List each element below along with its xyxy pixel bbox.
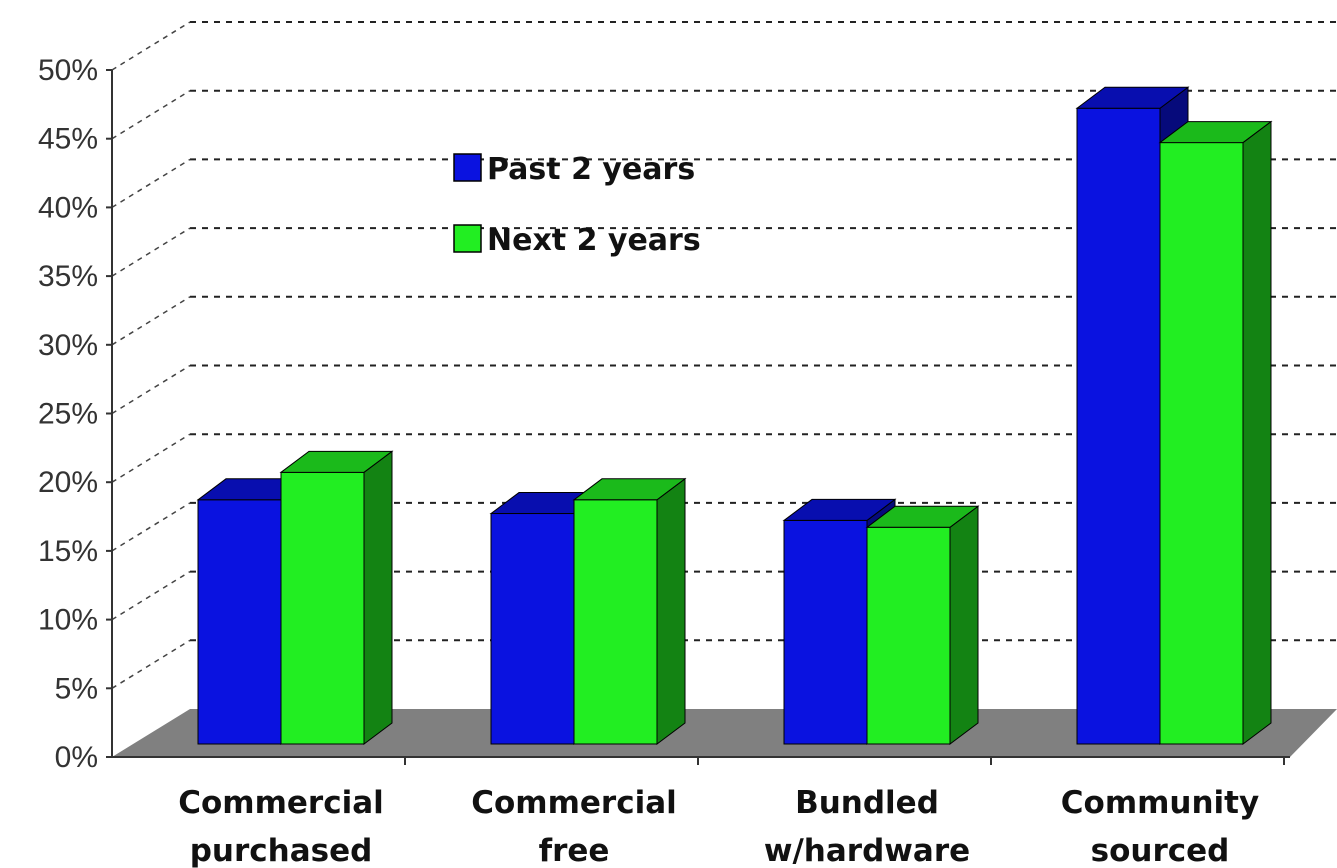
y-tick-label: 20% [38,466,98,499]
bar-side [949,505,979,745]
gridline-diagonal [111,639,191,689]
bar-top [279,450,394,473]
category-label: Community sourced [1061,785,1259,868]
bar-front [1159,142,1244,745]
gridline-diagonal [111,21,191,71]
y-tick-label: 45% [38,123,98,156]
legend-label: Next 2 years [487,223,701,258]
y-tick-label: 30% [38,329,98,362]
bar-front [490,513,575,745]
y-axis: 0% 5% 10% 15% 20% 25% 30% 35% 40% 45% 50% [38,54,1290,774]
bar-front [866,526,951,745]
legend-swatch [453,153,482,182]
y-tick-label: 10% [38,604,98,637]
bar-front [1076,107,1161,745]
bar [279,450,394,745]
legend-item: Past 2 years [453,152,695,187]
y-tick-label: 25% [38,398,98,431]
bar-top [572,478,687,501]
gridline-diagonal [111,90,191,140]
gridline-diagonal [111,364,191,415]
bar-side [656,477,686,745]
bar-front [280,471,365,745]
category-label: Commercial free [471,785,677,868]
gridline-diagonal [111,433,191,483]
bar-top [782,498,897,521]
floor-plane [112,709,1337,757]
bar-top [1158,121,1273,144]
y-tick-label: 5% [55,672,98,705]
y-tick-label: 0% [55,741,98,774]
bar-side [1242,120,1272,745]
bar-top [865,505,980,528]
category-label: Commercial purchased [178,785,384,868]
bar [865,505,980,745]
category-label: Bundled w/hardware [764,785,970,868]
legend: Past 2 years Next 2 years [453,152,701,258]
bar-side [363,450,393,745]
y-tick-label: 15% [38,535,98,568]
legend-label: Past 2 years [487,152,695,187]
gridline-diagonal [111,158,191,209]
category-labels: Commercial purchased Commercial free Bundled… [178,785,1259,868]
y-tick-label: 35% [38,260,98,293]
gridline-diagonal [111,296,191,346]
bar-front [783,519,868,745]
y-tick-label: 40% [38,191,98,224]
y-tick-label: 50% [38,54,98,87]
bar-front [197,499,282,745]
bar [1158,120,1273,745]
legend-item: Next 2 years [453,223,701,258]
gridline-diagonal [111,570,191,621]
bar-top [1075,86,1190,109]
bar [572,477,687,745]
bars [196,86,1273,745]
gridline-diagonal [111,502,191,552]
chart-floor [112,709,1337,757]
bar-front [573,499,658,745]
legend-swatch [453,224,482,253]
gridline-diagonal [111,227,191,277]
